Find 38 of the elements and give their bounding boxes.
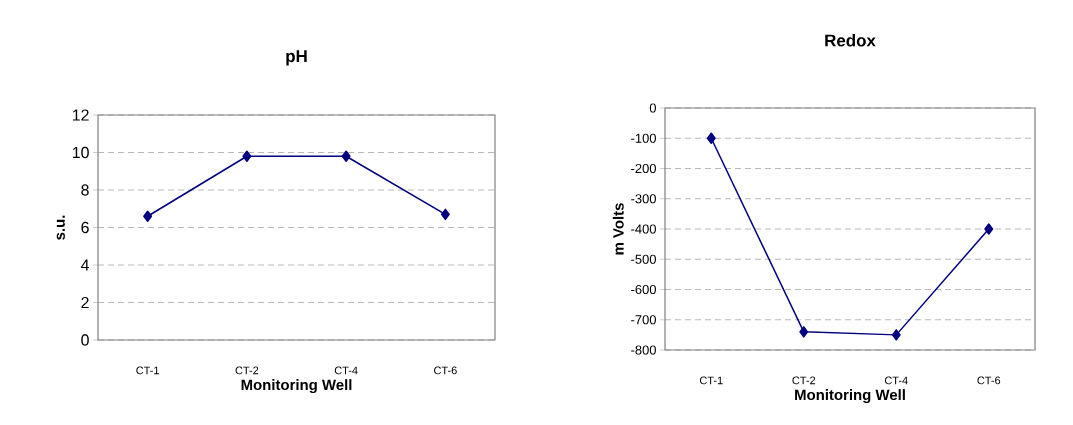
y-tick-label: 0 — [81, 334, 89, 346]
chart-title: Redox — [825, 34, 876, 47]
x-axis-title: Monitoring Well — [241, 379, 352, 394]
y-tick-label: -800 — [631, 345, 656, 355]
y-tick-label: 6 — [81, 221, 89, 234]
x-tick-label: CT-1 — [136, 366, 159, 375]
x-tick-label: CT-4 — [884, 376, 908, 385]
y-tick-label: -500 — [631, 254, 656, 264]
y-tick-label: 0 — [649, 103, 656, 113]
point — [440, 208, 450, 221]
x-axis-title: Monitoring Well — [795, 389, 905, 404]
point — [984, 223, 994, 235]
x-tick-label: CT-1 — [699, 376, 723, 385]
point — [706, 132, 716, 145]
point — [143, 210, 153, 222]
y-axis-title: m Volts — [612, 203, 624, 255]
y-tick-label: 4 — [80, 259, 90, 271]
y-axis-title: s.u. — [56, 215, 65, 240]
point — [891, 329, 901, 341]
y-tick-label: -600 — [631, 284, 656, 295]
y-tick-label: -200 — [631, 163, 656, 174]
x-tick-label: CT-2 — [792, 376, 816, 385]
y-tick-label: -300 — [631, 194, 656, 204]
point — [341, 150, 351, 162]
x-tick-label: CT-2 — [235, 366, 259, 375]
y-tick-label: -400 — [631, 224, 656, 234]
y-tick-label: -700 — [631, 315, 656, 325]
y-tick-label: 10 — [72, 146, 89, 159]
y-tick-label: 2 — [81, 296, 89, 309]
chart-title: pH — [286, 50, 307, 66]
x-tick-label: CT-6 — [977, 376, 1001, 385]
y-tick-label: -100 — [631, 133, 656, 143]
y-tick-label: 12 — [72, 109, 89, 121]
x-tick-label: CT-6 — [434, 366, 457, 375]
point — [242, 150, 252, 162]
x-tick-label: CT-4 — [334, 366, 358, 375]
point — [799, 326, 809, 338]
y-tick-label: 8 — [81, 184, 89, 196]
